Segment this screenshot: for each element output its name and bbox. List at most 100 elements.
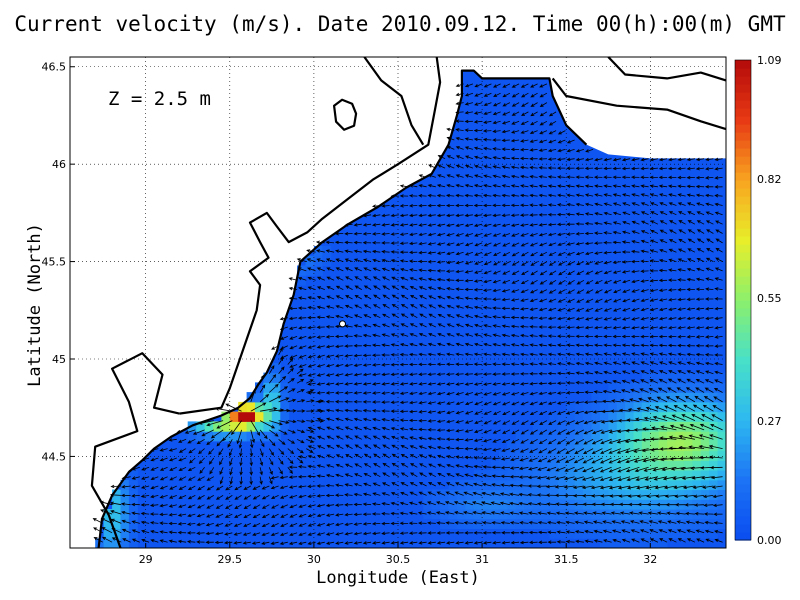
velocity-arrow [408,372,418,377]
velocity-arrow [418,491,427,496]
velocity-arrow [399,521,409,526]
velocity-arrow [316,454,325,459]
velocity-arrow [464,410,474,415]
velocity-arrow [141,466,150,471]
heat-cell [128,489,138,500]
velocity-arrow [603,270,612,275]
heat-cell [524,470,534,481]
velocity-arrow [464,223,473,227]
velocity-arrow [521,251,529,257]
velocity-arrow [436,401,446,405]
velocity-arrow [572,476,585,481]
velocity-arrow [686,193,695,197]
velocity-arrow [705,370,714,375]
velocity-arrow [399,541,409,545]
velocity-arrow [224,513,233,518]
heat-cell [213,421,222,432]
velocity-arrow [584,325,594,330]
velocity-arrow [427,391,436,396]
velocity-arrow [519,362,529,366]
velocity-arrow [649,352,658,356]
velocity-arrow [575,361,584,366]
velocity-arrow [603,298,612,303]
velocity-arrow [582,466,594,473]
velocity-arrow [547,157,557,161]
velocity-arrow [518,466,529,471]
velocity-arrow [491,474,501,478]
velocity-arrow [234,513,242,518]
velocity-arrow [564,502,575,506]
velocity-arrow [594,307,603,312]
velocity-arrow [511,289,520,293]
velocity-arrow [436,372,446,376]
velocity-arrow [474,164,483,169]
velocity-arrow [363,294,372,300]
velocity-arrow [288,485,298,489]
heat-cell [591,401,601,413]
velocity-arrow [381,521,390,526]
velocity-arrow [612,529,622,534]
heat-cell [667,450,677,461]
velocity-arrow [455,455,464,459]
velocity-arrow [428,472,436,478]
velocity-arrow [575,157,584,162]
y-tick-label: 45.5 [42,256,67,269]
velocity-arrow [473,541,483,545]
velocity-arrow [473,473,483,478]
heat-cell [608,382,618,393]
velocity-arrow [686,370,696,375]
colorbar: 1.090.820.550.270.00 [734,54,782,547]
velocity-arrow [445,278,455,282]
heat-cell [700,470,710,481]
heat-cell [557,440,567,452]
heat-cell [692,450,702,461]
velocity-arrow [427,401,436,405]
velocity-arrow [640,307,649,312]
heat-cell [549,518,559,530]
velocity-arrow [547,381,557,386]
velocity-arrow [140,494,150,498]
velocity-arrow [518,511,529,515]
heat-cell [263,392,273,403]
velocity-arrow [436,277,446,282]
velocity-arrow [483,438,492,443]
velocity-arrow [192,429,205,435]
velocity-arrow [168,504,177,508]
heat-cell [683,450,693,461]
heat-cell [566,528,576,539]
velocity-arrow [574,400,584,405]
velocity-arrow [473,111,483,115]
heat-cell [507,440,517,452]
velocity-arrow [325,335,335,339]
velocity-arrow [474,83,483,88]
velocity-arrow [418,427,427,432]
velocity-arrow [141,538,150,543]
heat-cell [709,382,719,393]
velocity-arrow [362,512,372,516]
heat-cell [650,431,660,442]
velocity-arrow [249,457,253,467]
velocity-arrow [539,111,548,117]
velocity-arrow [325,354,335,358]
heat-cell [683,509,693,520]
velocity-arrow [417,511,427,515]
velocity-arrow [408,400,418,405]
heat-cell [566,401,576,413]
velocity-arrow [671,414,686,421]
heat-cell [524,479,534,491]
heat-cell [473,470,483,481]
velocity-arrow [362,417,372,422]
heat-cell [616,411,626,422]
velocity-arrow [538,193,547,198]
velocity-arrow [446,464,455,468]
velocity-arrow [335,276,344,281]
velocity-arrow [520,410,529,416]
velocity-arrow [529,130,538,134]
heat-cell [541,518,550,530]
velocity-arrow [582,448,594,455]
heat-cell [524,440,534,452]
velocity-arrow [557,139,566,144]
velocity-arrow [427,410,436,414]
heat-cell [515,470,525,481]
velocity-arrow [455,473,464,478]
